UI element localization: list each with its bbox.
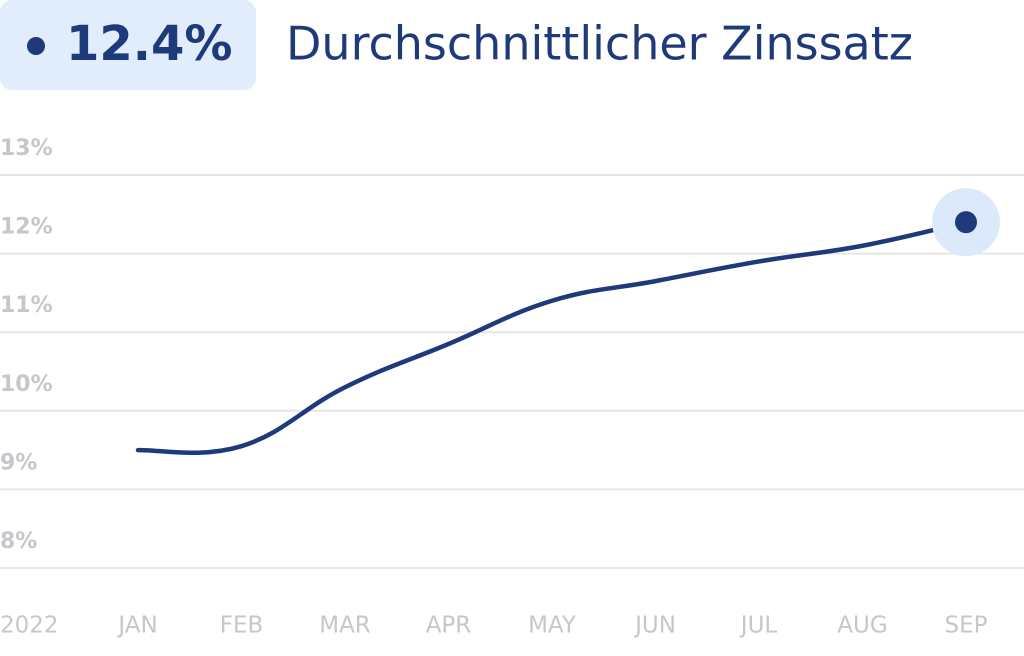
badge-bg [0,0,256,90]
badge-value: 12.4% [66,16,233,72]
year-label: 2022 [0,613,59,639]
y-tick-label: 10% [0,372,53,397]
x-tick-label: MAY [528,613,577,639]
y-tick-label: 12% [0,215,53,240]
x-tick-label: SEP [944,613,987,639]
y-tick-label: 13% [0,136,53,161]
x-tick-label: AUG [837,613,887,639]
end-point [955,211,977,234]
x-tick-label: JUN [633,613,676,639]
x-tick-label: FEB [220,613,264,639]
y-tick-label: 8% [0,529,37,554]
chart-title: Durchschnittlicher Zinssatz [286,17,913,71]
x-tick-label: APR [426,613,472,639]
line [135,219,969,455]
x-tick-label: JAN [116,613,157,639]
x-tick-label: JUL [739,613,778,639]
x-tick-label: MAR [319,613,371,639]
y-tick-label: 9% [0,450,37,475]
badge-dot [27,37,45,55]
y-tick-label: 11% [0,293,53,318]
